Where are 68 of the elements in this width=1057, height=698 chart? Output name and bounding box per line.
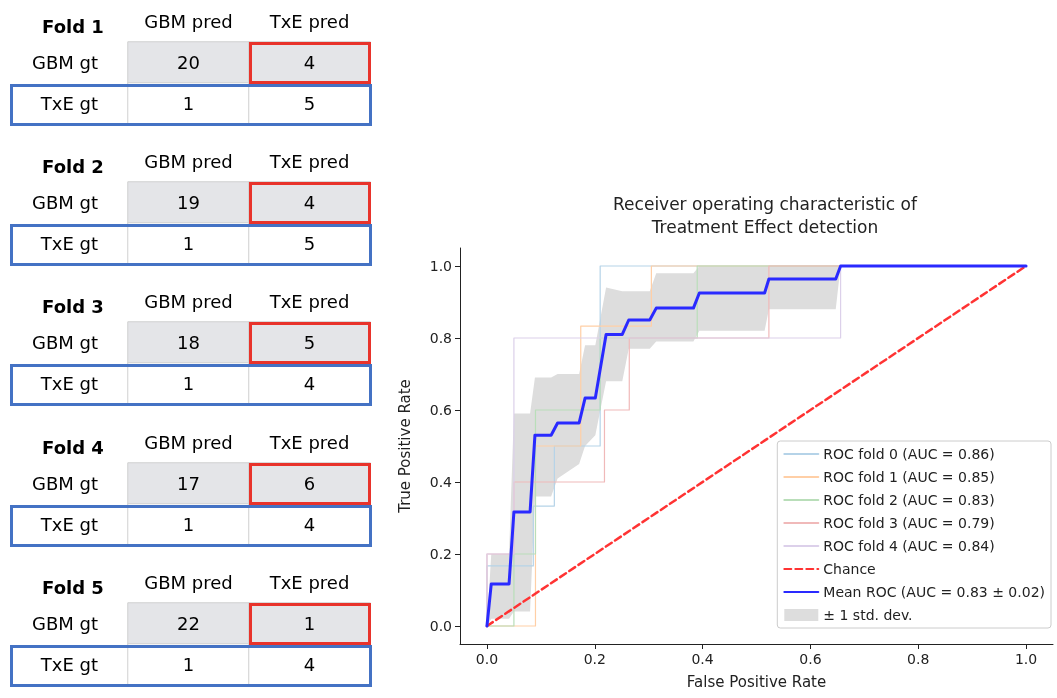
data-label: 20 [177,52,200,73]
y-tick-label: TxE gt [39,514,98,535]
legend-label: Mean ROC (AUC = 0.83 ± 0.02) [823,584,1046,600]
data-label: 4 [303,654,316,675]
data-label: 5 [303,332,316,353]
x-tick-label: GBM pred [144,431,233,453]
x-tick-label: GBM pred [144,10,233,32]
legend-label: ROC fold 0 (AUC = 0.86) [823,446,995,462]
legend-label: ROC fold 4 (AUC = 0.84) [823,538,995,554]
y-tick-label: 0.4 [429,474,453,490]
y-tick-label: GBM gt [31,332,98,353]
data-label: 1 [182,514,195,535]
chart-title: Receiver operating characteristic of Treatment Effect detection [613,193,918,237]
legend-label: ROC fold 2 (AUC = 0.83) [823,492,995,508]
y-tick-label: GBM gt [31,52,98,73]
data-label: 1 [303,613,316,634]
x-tick-label: TxE pred [268,571,350,593]
data-label: 1 [182,654,195,675]
data-label: 1 [182,233,195,254]
y-tick-label: 0.6 [429,402,453,418]
data-label: 1 [182,373,195,394]
data-label: 4 [303,373,316,394]
y-tick-label: 0.2 [429,546,452,562]
y-tick-label: TxE gt [39,233,98,254]
y-tick-label: 1.0 [429,258,452,274]
data-label: 5 [303,233,316,254]
chart-title: Fold 3 [42,295,104,317]
x-tick-label: TxE pred [268,10,350,32]
data-label: 17 [177,473,200,494]
y-tick-label: GBM gt [31,192,98,213]
chart-title: Fold 1 [42,15,104,37]
x-tick-label: 0.8 [907,651,930,667]
x-tick-label: TxE pred [268,290,350,312]
x-tick-label: GBM pred [144,571,233,593]
legend-label: ± 1 std. dev. [823,607,913,623]
data-label: 5 [303,93,316,114]
chart-title: Fold 2 [42,155,104,177]
x-tick-label: GBM pred [144,150,233,172]
data-label: 4 [303,514,316,535]
y-tick-label: TxE gt [39,93,98,114]
x-tick-label: 0.6 [799,651,822,667]
legend-label: ROC fold 1 (AUC = 0.85) [823,469,995,485]
y-tick-label: TxE gt [39,373,98,394]
data-label: 4 [303,52,316,73]
y-axis-title: True Positive Rate [395,379,414,514]
y-tick-label: GBM gt [31,473,98,494]
data-label: 18 [177,332,200,353]
x-tick-label: 0.2 [583,651,606,667]
y-tick-label: 0.8 [429,330,452,346]
x-tick-label: GBM pred [144,290,233,312]
data-label: 22 [177,613,200,634]
data-label: 6 [303,473,316,494]
x-tick-label: 0.4 [691,651,714,667]
legend-label: ROC fold 3 (AUC = 0.79) [823,515,995,531]
legend-label: Chance [823,561,876,577]
data-label: 1 [182,93,195,114]
chart-title: Fold 5 [42,576,104,598]
data-label: 19 [177,192,200,213]
x-axis-title: False Positive Rate [686,672,827,691]
y-tick-label: TxE gt [39,654,98,675]
data-label: 4 [303,192,316,213]
x-tick-label: 0.0 [475,651,499,667]
y-tick-label: 0.0 [429,618,452,634]
chart-title: Fold 4 [42,436,104,458]
x-tick-label: TxE pred [268,150,350,172]
x-tick-label: TxE pred [268,431,350,453]
x-tick-label: 1.0 [1014,651,1038,667]
y-tick-label: GBM gt [31,613,98,634]
